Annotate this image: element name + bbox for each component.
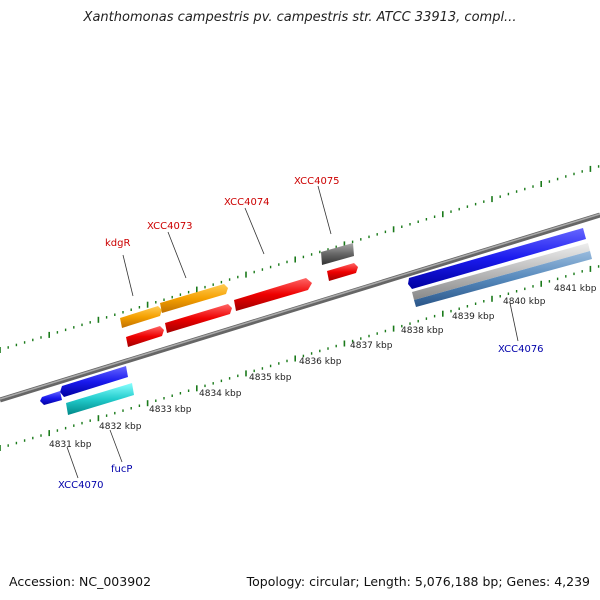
map-title: Xanthomonas campestris pv. campestris st… [83,10,517,25]
label-XCC4074: XCC4074 [224,197,270,208]
label-kdgR: kdgR [105,238,130,249]
scale-label: 4840 kbp [503,297,546,307]
scale-label: 4838 kbp [401,326,444,336]
gene-XCC4074[interactable] [234,278,312,311]
genome-backbone-highlight [0,213,600,400]
forward-tick-track [0,165,600,353]
genome-backbone [0,212,600,403]
scale-label: 4835 kbp [249,373,292,383]
scale-label: 4834 kbp [199,389,242,399]
genome-summary-text: Topology: circular; Length: 5,076,188 bp… [246,574,590,589]
scale-label: 4839 kbp [452,312,495,322]
label-XCC4075: XCC4075 [294,176,340,187]
scale-label: 4832 kbp [99,422,142,432]
gene-kdgR[interactable] [120,306,162,328]
label-fucP: fucP [111,464,132,475]
scale-label: 4836 kbp [299,357,342,367]
gene-silver[interactable] [412,243,590,300]
gene-red-2[interactable] [165,304,232,333]
gene-XCC4076[interactable] [414,251,592,307]
scale-label: 4831 kbp [49,440,92,450]
gene-XCC4075[interactable] [321,243,354,265]
scale-label: 4833 kbp [149,405,192,415]
gene-XCC4073[interactable] [160,284,228,313]
label-XCC4073: XCC4073 [147,221,193,232]
label-XCC4076: XCC4076 [498,344,544,355]
scale-label: 4837 kbp [350,341,393,351]
gene-blue-large[interactable] [408,228,586,289]
accession-text: Accession: NC_003902 [9,574,152,589]
gene-red-1[interactable] [126,326,164,347]
gene-fucP[interactable] [66,383,134,415]
gene-blue-left[interactable] [60,366,128,397]
gene-red-3[interactable] [327,263,358,281]
reverse-tick-track [0,265,600,451]
gene-XCC4070[interactable] [40,391,62,405]
scale-label: 4841 kbp [554,284,597,294]
label-XCC4070: XCC4070 [58,480,104,491]
